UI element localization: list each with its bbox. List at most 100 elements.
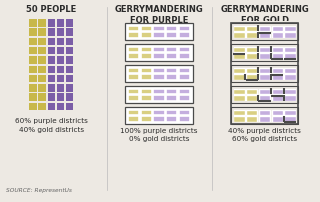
Bar: [48, 56, 55, 64]
Bar: [38, 84, 46, 92]
Bar: [234, 53, 245, 59]
Bar: [231, 44, 298, 61]
Bar: [272, 74, 283, 80]
Bar: [140, 32, 152, 38]
Bar: [259, 25, 270, 31]
Bar: [153, 116, 164, 121]
Bar: [128, 46, 139, 52]
Bar: [284, 32, 296, 38]
Bar: [153, 88, 164, 94]
Bar: [166, 53, 177, 59]
Bar: [246, 95, 258, 101]
Bar: [140, 116, 152, 121]
Bar: [179, 67, 190, 73]
Bar: [166, 46, 177, 52]
Bar: [57, 75, 64, 82]
Bar: [29, 65, 37, 73]
Bar: [66, 19, 73, 26]
Bar: [38, 47, 46, 54]
Bar: [272, 25, 283, 31]
Bar: [140, 53, 152, 59]
Bar: [284, 116, 296, 121]
Bar: [259, 95, 270, 101]
Bar: [66, 93, 73, 101]
Bar: [128, 53, 139, 59]
Bar: [231, 86, 298, 103]
Bar: [57, 103, 64, 110]
Bar: [66, 75, 73, 82]
Bar: [259, 53, 270, 59]
Text: 100% purple districts
0% gold districts: 100% purple districts 0% gold districts: [120, 128, 198, 142]
Bar: [48, 93, 55, 101]
Text: 50 PEOPLE: 50 PEOPLE: [26, 5, 76, 14]
Bar: [246, 116, 258, 121]
Bar: [29, 28, 37, 36]
Bar: [272, 95, 283, 101]
Bar: [284, 74, 296, 80]
Bar: [272, 88, 283, 94]
Bar: [66, 65, 73, 73]
Bar: [231, 23, 298, 124]
Bar: [66, 47, 73, 54]
Bar: [234, 25, 245, 31]
Bar: [140, 88, 152, 94]
Bar: [38, 38, 46, 45]
Bar: [29, 56, 37, 64]
Bar: [259, 32, 270, 38]
Bar: [48, 75, 55, 82]
Bar: [179, 32, 190, 38]
Bar: [231, 107, 298, 124]
Bar: [231, 86, 298, 103]
Bar: [179, 116, 190, 121]
Bar: [179, 25, 190, 31]
Bar: [166, 74, 177, 80]
Bar: [284, 46, 296, 52]
Bar: [272, 67, 283, 73]
Text: GERRYMANDERING
FOR GOLD: GERRYMANDERING FOR GOLD: [220, 5, 309, 25]
Bar: [246, 67, 258, 73]
Bar: [153, 25, 164, 31]
Bar: [166, 67, 177, 73]
Bar: [66, 103, 73, 110]
Bar: [38, 65, 46, 73]
Bar: [57, 65, 64, 73]
Bar: [166, 32, 177, 38]
Bar: [246, 46, 258, 52]
Bar: [166, 109, 177, 115]
Text: SOURCE: RepresentUs: SOURCE: RepresentUs: [6, 188, 72, 193]
Bar: [38, 103, 46, 110]
Bar: [48, 47, 55, 54]
Bar: [179, 95, 190, 101]
Bar: [38, 19, 46, 26]
Bar: [246, 53, 258, 59]
Bar: [234, 116, 245, 121]
Bar: [128, 88, 139, 94]
Bar: [231, 107, 298, 124]
Bar: [246, 88, 258, 94]
Bar: [128, 32, 139, 38]
Bar: [66, 38, 73, 45]
Bar: [140, 67, 152, 73]
Bar: [48, 65, 55, 73]
Bar: [125, 65, 193, 82]
Bar: [29, 84, 37, 92]
Text: 60% purple districts
40% gold districts: 60% purple districts 40% gold districts: [15, 118, 88, 133]
Bar: [153, 32, 164, 38]
Bar: [284, 95, 296, 101]
Bar: [166, 95, 177, 101]
Bar: [231, 44, 298, 61]
Bar: [179, 46, 190, 52]
Bar: [153, 95, 164, 101]
Bar: [179, 88, 190, 94]
Bar: [234, 109, 245, 115]
Bar: [234, 95, 245, 101]
Bar: [272, 46, 283, 52]
Bar: [66, 84, 73, 92]
Bar: [29, 38, 37, 45]
Bar: [259, 116, 270, 121]
Bar: [259, 88, 270, 94]
Bar: [246, 25, 258, 31]
Bar: [66, 28, 73, 36]
Text: GERRYMANDERING
FOR PURPLE: GERRYMANDERING FOR PURPLE: [115, 5, 203, 25]
Bar: [48, 19, 55, 26]
